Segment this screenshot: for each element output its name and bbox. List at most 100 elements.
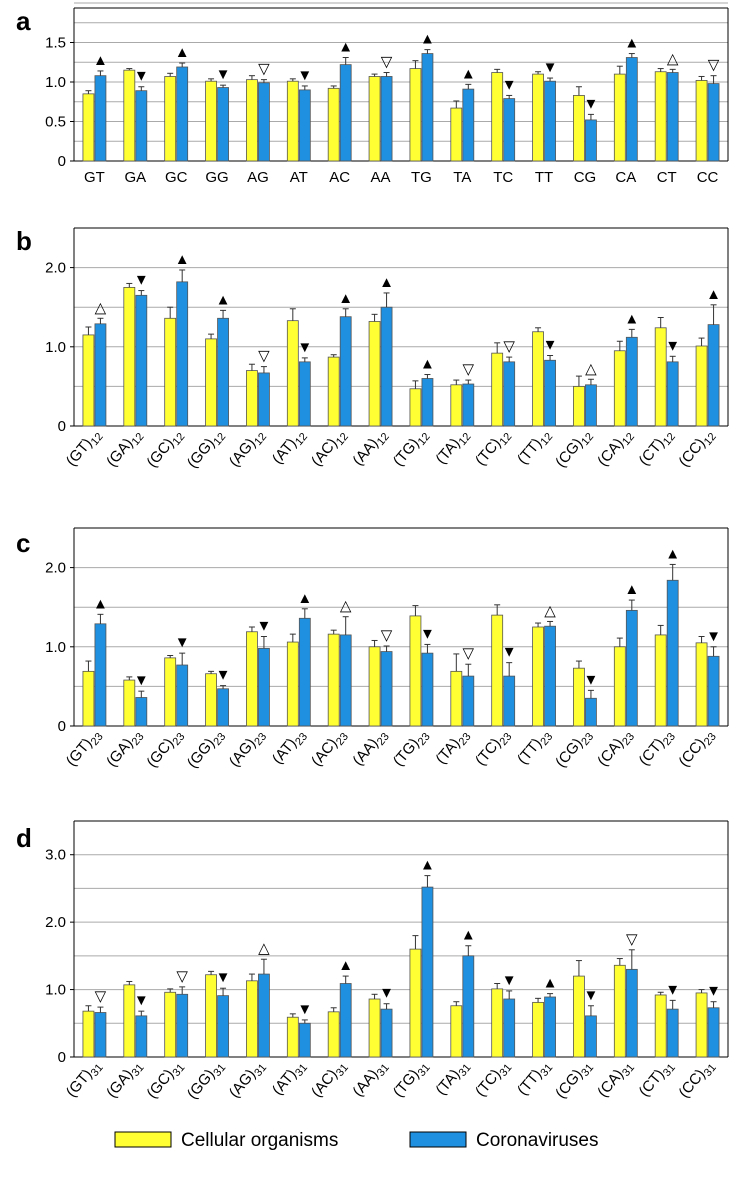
- bar-coronavirus: [217, 688, 229, 727]
- bar-cellular: [246, 370, 258, 427]
- bar-coronavirus: [380, 1008, 393, 1058]
- bar-cellular: [246, 79, 258, 162]
- y-tick-label: 0: [58, 1049, 66, 1066]
- x-tick-label: (CT)31: [636, 1057, 678, 1102]
- significance-marker: ▽: [463, 645, 475, 662]
- bar-coronavirus: [544, 80, 556, 162]
- bar-cellular: [286, 80, 299, 162]
- x-tick-label: CG: [574, 169, 597, 186]
- y-tick-label: 0.5: [45, 114, 66, 131]
- x-tick-label: (TG)12: [390, 426, 433, 472]
- significance-marker: ▲: [624, 581, 639, 598]
- y-tick-label: 2.0: [45, 260, 66, 277]
- significance-marker: △: [258, 940, 270, 957]
- x-tick-label: (GT)23: [63, 726, 106, 772]
- significance-marker: ▽: [626, 931, 638, 948]
- bar-cellular: [613, 73, 626, 162]
- x-tick-label: (AG)12: [226, 426, 270, 473]
- bar-coronavirus: [666, 361, 679, 427]
- bar-coronavirus: [666, 1008, 679, 1058]
- bar-cellular: [327, 1011, 340, 1058]
- bar-coronavirus: [339, 983, 352, 1058]
- y-tick-label: 1.5: [45, 35, 66, 52]
- significance-marker: ▲: [461, 65, 476, 82]
- bar-coronavirus: [421, 53, 434, 162]
- significance-marker: ▲: [338, 39, 353, 56]
- bar-coronavirus: [503, 675, 516, 727]
- bar-coronavirus: [380, 651, 393, 727]
- x-tick-label: (TA)12: [432, 426, 473, 470]
- bar-cellular: [450, 107, 463, 162]
- bar-coronavirus: [135, 697, 148, 727]
- significance-marker: ▼: [543, 337, 558, 354]
- significance-marker: ▲: [624, 310, 639, 327]
- bar-coronavirus: [585, 384, 597, 427]
- bar-cellular: [450, 670, 463, 727]
- significance-marker: ▲: [93, 52, 108, 69]
- x-tick-label: TA: [453, 169, 471, 186]
- significance-marker: ▲: [297, 590, 312, 607]
- significance-marker: ▽: [95, 988, 107, 1005]
- significance-marker: ▽: [258, 348, 270, 365]
- x-tick-label: GA: [124, 169, 146, 186]
- bar-coronavirus: [298, 617, 311, 727]
- panel-letter: c: [16, 528, 30, 558]
- bar-cellular: [164, 657, 177, 727]
- bar-coronavirus: [462, 955, 475, 1058]
- bar-cellular: [613, 646, 626, 727]
- panel-a: a 0 0.5 1.0 1.5 ▲ GT ▼ GA ▲ GC ▼ GG ▽ AG ▼ AT ▲ AC ▽ AA ▲ TG ▲ T…: [16, 2, 729, 186]
- bar-cellular: [286, 320, 299, 427]
- x-tick-label: (GT)12: [63, 426, 106, 472]
- bar-coronavirus: [462, 675, 475, 727]
- bar-coronavirus: [176, 993, 189, 1058]
- x-tick-label: TC: [493, 169, 513, 186]
- panel-letter: d: [16, 823, 32, 853]
- bar-cellular: [164, 76, 177, 162]
- significance-marker: ▼: [297, 1001, 312, 1018]
- y-tick-label: 1.0: [45, 982, 66, 999]
- significance-marker: ▲: [543, 975, 558, 992]
- x-tick-label: GC: [165, 169, 188, 186]
- bar-coronavirus: [544, 996, 556, 1058]
- bar-coronavirus: [666, 579, 679, 727]
- x-tick-label: (CT)12: [636, 426, 678, 471]
- bar-coronavirus: [339, 634, 352, 727]
- bar-cellular: [654, 71, 667, 162]
- bar-coronavirus: [135, 90, 148, 162]
- significance-marker: ▲: [461, 927, 476, 944]
- bar-coronavirus: [94, 1012, 107, 1058]
- significance-marker: ▲: [420, 31, 435, 48]
- bar-cellular: [532, 1001, 544, 1058]
- bar-coronavirus: [339, 316, 352, 427]
- legend-label-cellular: Cellular organisms: [181, 1130, 338, 1151]
- x-tick-label: (GG)23: [184, 726, 229, 774]
- x-tick-label: GG: [205, 169, 228, 186]
- x-tick-label: (TA)31: [432, 1057, 473, 1101]
- significance-marker: ▼: [584, 987, 599, 1004]
- x-tick-label: (GA)12: [103, 426, 147, 473]
- significance-marker: ▼: [134, 672, 149, 689]
- x-tick-label: (TT)23: [514, 726, 555, 770]
- panels: a 0 0.5 1.0 1.5 ▲ GT ▼ GA ▲ GC ▼ GG ▽ AG ▼ AT ▲ AC ▽ AA ▲ TG ▲ T…: [16, 2, 729, 1102]
- legend: Cellular organisms Coronaviruses: [114, 1130, 599, 1151]
- x-tick-label: AC: [329, 169, 350, 186]
- significance-marker: ▼: [706, 983, 721, 1000]
- significance-marker: ▼: [665, 981, 680, 998]
- bar-cellular: [409, 68, 422, 162]
- bar-coronavirus: [585, 1015, 597, 1058]
- significance-marker: △: [95, 299, 107, 316]
- bar-coronavirus: [503, 98, 516, 162]
- panel-c: c 0 1.0 2.0 ▲ (GT)23 ▼ (GA)23 ▼ (GC)23 ▼ (GG)23 ▼ (AG…: [16, 527, 729, 774]
- significance-marker: △: [585, 360, 597, 377]
- x-tick-label: TG: [411, 169, 432, 186]
- bar-coronavirus: [503, 361, 516, 427]
- bar-coronavirus: [625, 968, 638, 1058]
- significance-marker: ▲: [175, 251, 190, 268]
- x-tick-label: CT: [657, 169, 677, 186]
- significance-marker: ▲: [175, 44, 190, 61]
- x-tick-label: (GG)12: [184, 426, 229, 474]
- significance-marker: ▼: [502, 644, 517, 661]
- bar-cellular: [491, 988, 504, 1058]
- y-tick-label: 3.0: [45, 847, 66, 864]
- bar-coronavirus: [176, 664, 189, 727]
